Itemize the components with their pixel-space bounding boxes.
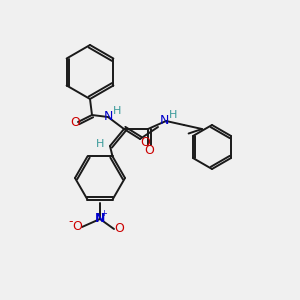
Text: +: + [100,209,107,218]
Text: O: O [140,136,150,149]
Text: O: O [144,143,154,157]
Text: N: N [103,110,113,124]
Text: N: N [95,212,105,226]
Text: N: N [159,113,169,127]
Text: O: O [72,220,82,233]
Text: H: H [113,106,121,116]
Text: H: H [96,139,104,149]
Text: O: O [114,223,124,236]
Text: -: - [69,215,73,229]
Text: O: O [70,116,80,128]
Text: H: H [169,110,177,120]
